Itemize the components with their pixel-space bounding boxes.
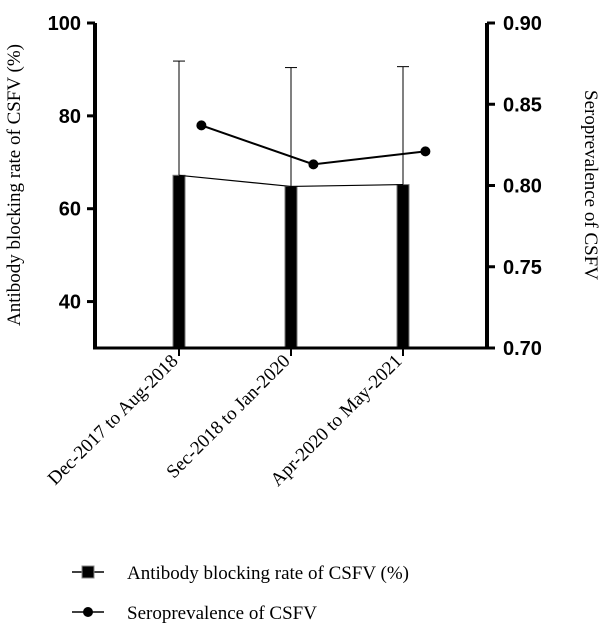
right-axis-title: Seroprevalence of CSFV: [580, 90, 600, 280]
right-tick-label: 0.75: [503, 257, 542, 279]
right-tick-label: 0.90: [503, 13, 542, 35]
legend-item-bar: Antibody blocking rate of CSFV (%): [72, 563, 409, 584]
bar: [284, 185, 298, 349]
x-tick-label: Dec-2017 to Aug-2018: [44, 351, 183, 490]
left-tick-label: 80: [59, 106, 81, 128]
plot-area: [172, 60, 431, 349]
bar: [396, 184, 410, 349]
line-point: [196, 120, 207, 131]
legend-line-marker: [83, 607, 93, 617]
right-y-ticks: 0.70 0.75 0.80 0.85 0.90: [487, 13, 542, 360]
left-tick-label: 100: [48, 13, 81, 35]
legend-bar-swatch: [81, 565, 95, 579]
right-tick-label: 0.80: [503, 176, 542, 198]
legend-label-line: Seroprevalence of CSFV: [127, 603, 317, 624]
right-tick-label: 0.70: [503, 338, 542, 360]
x-tick-label: Sec-2018 to Jan-2020: [163, 351, 295, 483]
left-tick-label: 60: [59, 199, 81, 221]
left-y-ticks: 40 60 80 100: [48, 13, 95, 314]
right-tick-label: 0.85: [503, 94, 542, 116]
line-point: [308, 159, 319, 170]
bar-mean-line: [178, 174, 404, 188]
line-point: [420, 146, 431, 157]
legend-label-bar: Antibody blocking rate of CSFV (%): [127, 563, 409, 584]
legend: Antibody blocking rate of CSFV (%) Serop…: [72, 563, 409, 624]
left-tick-label: 40: [59, 292, 81, 314]
seroprevalence-line: [201, 124, 426, 166]
left-axis-title: Antibody blocking rate of CSFV (%): [4, 44, 25, 326]
legend-item-line: Seroprevalence of CSFV: [72, 603, 317, 624]
bar: [172, 174, 186, 349]
